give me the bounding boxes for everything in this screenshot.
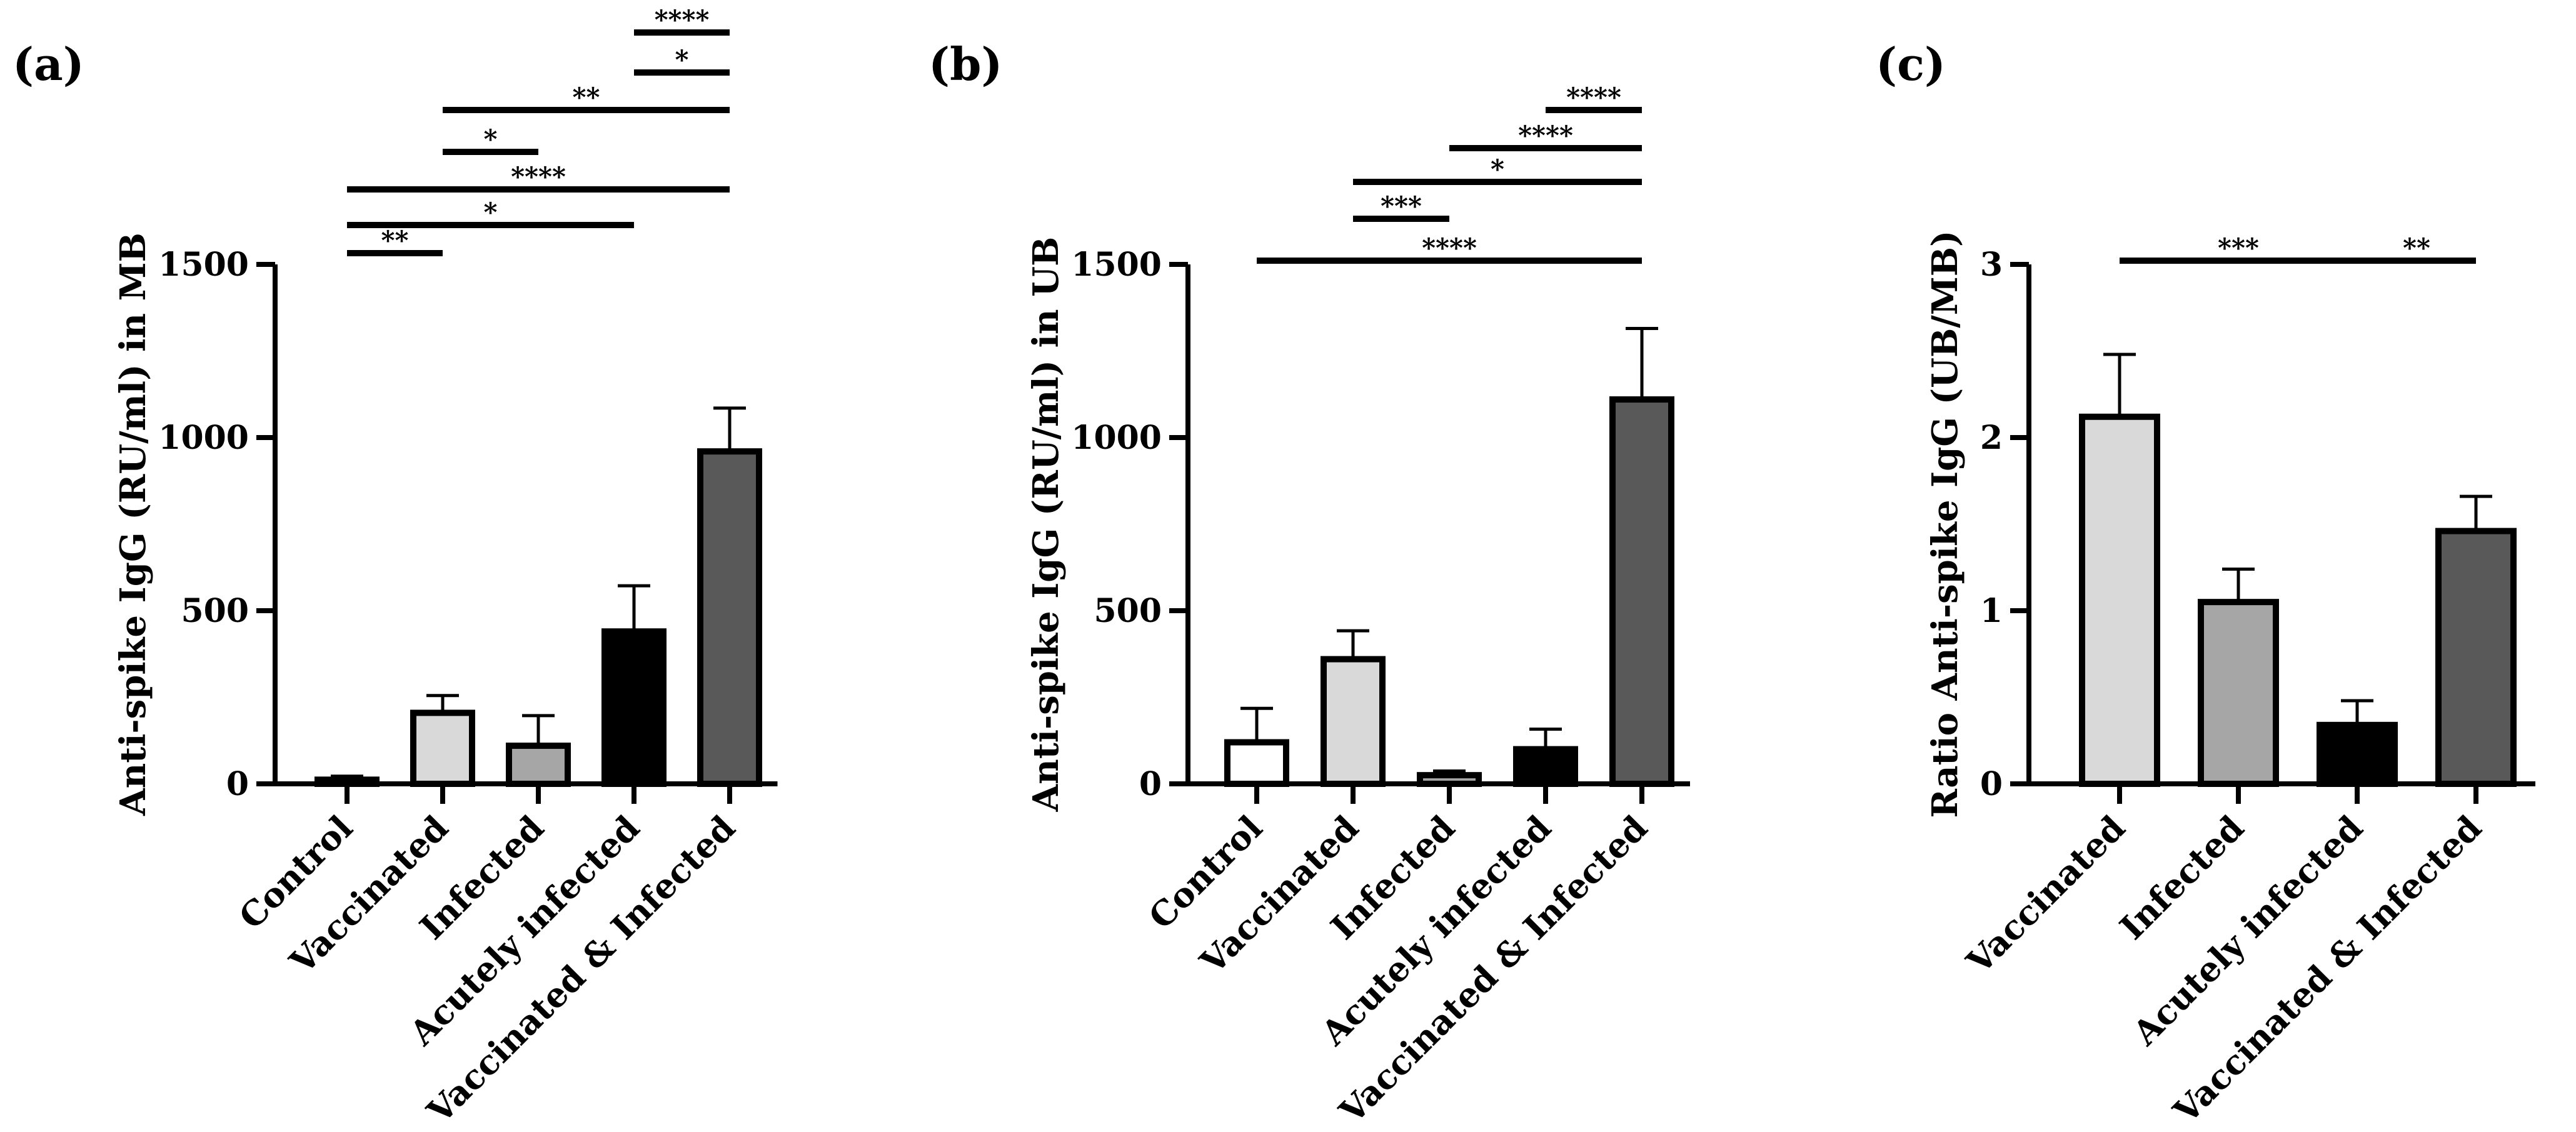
- significance-label: **: [573, 82, 600, 113]
- y-tick-label: 500: [1094, 592, 1162, 630]
- x-category-label: Vaccinated: [1958, 808, 2133, 982]
- significance-label: ****: [1422, 233, 1477, 263]
- y-tick-label: 500: [181, 592, 249, 630]
- panel-letter: (b): [928, 38, 1002, 91]
- significance-label: *: [484, 197, 498, 228]
- y-tick-label: 3: [1980, 246, 2003, 284]
- significance-label: **: [381, 225, 409, 256]
- y-axis-title: Anti-spike IgG (RU/ml) in UB: [1025, 237, 1067, 813]
- significance-label: ****: [1518, 120, 1573, 151]
- y-tick-label: 1500: [158, 246, 249, 284]
- panel-letter: (c): [1876, 38, 1946, 91]
- y-tick-label: 1000: [158, 419, 249, 457]
- y-tick-label: 2: [1980, 419, 2003, 457]
- bar: [697, 448, 762, 787]
- bar: [1609, 396, 1674, 787]
- bar: [2435, 528, 2517, 788]
- y-tick-label: 0: [226, 765, 249, 803]
- significance-label: ***: [1381, 191, 1422, 221]
- bar: [314, 776, 380, 788]
- y-tick-label: 0: [1980, 765, 2003, 803]
- y-axis-title: Ratio Anti-spike IgG (UB/MB): [1924, 230, 1966, 818]
- bar: [506, 743, 571, 788]
- panel-letter: (a): [13, 38, 84, 91]
- bar: [1417, 772, 1482, 788]
- significance-label: ****: [655, 4, 710, 35]
- y-axis-title: Anti-spike IgG (RU/ml) in MB: [113, 233, 154, 816]
- y-tick-label: 1: [1980, 592, 2003, 630]
- significance-label: *: [675, 44, 689, 75]
- bar: [410, 709, 475, 788]
- significance-label: ****: [511, 161, 566, 192]
- bar: [2198, 599, 2279, 788]
- bar: [1224, 739, 1289, 788]
- significance-label: ***: [2218, 233, 2259, 263]
- significance-label: *: [484, 124, 498, 154]
- y-tick-label: 1000: [1071, 419, 1162, 457]
- bar: [2317, 721, 2398, 787]
- significance-label: **: [2403, 233, 2430, 263]
- bar: [601, 628, 667, 787]
- bar: [2079, 413, 2160, 787]
- significance-label: ****: [1566, 82, 1621, 113]
- bar: [1321, 656, 1386, 788]
- panel-c: (c) 0 1 2 3 Ratio Anti-spike IgG (UB/MB)Vacci…: [1876, 38, 2535, 1131]
- bar: [1513, 746, 1578, 787]
- y-tick-label: 0: [1139, 765, 1162, 803]
- y-tick-label: 1500: [1071, 246, 1162, 284]
- x-category-label: Acutely infected: [2125, 808, 2370, 1053]
- significance-label: *: [1491, 154, 1504, 184]
